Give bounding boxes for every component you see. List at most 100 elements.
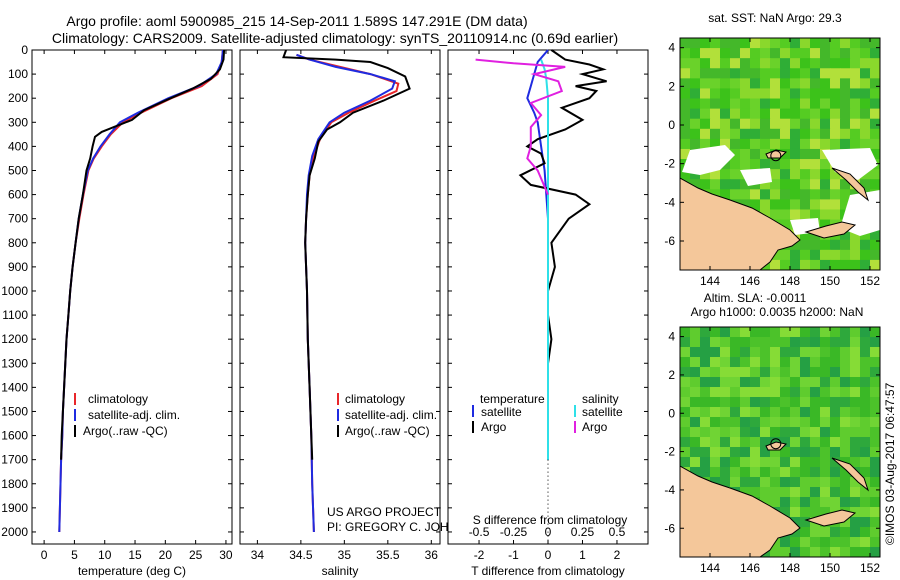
field-cell	[810, 467, 821, 478]
field-cell	[770, 457, 781, 468]
field-cell	[710, 437, 721, 448]
x-tick-label: 25	[189, 548, 203, 562]
field-cell	[790, 377, 801, 388]
field-cell	[870, 427, 880, 438]
field-cell	[810, 457, 821, 468]
field-cell	[840, 427, 851, 438]
field-cell	[720, 437, 731, 448]
field-cell	[720, 427, 731, 438]
field-cell	[700, 377, 711, 388]
field-cell	[870, 229, 880, 241]
field-cell	[800, 437, 811, 448]
field-cell	[840, 537, 851, 548]
field-cell	[700, 437, 711, 448]
field-cell	[820, 128, 831, 140]
field-cell	[850, 547, 861, 557]
field-cell	[700, 397, 711, 408]
field-cell	[860, 437, 871, 448]
x-tick-label: 15	[128, 548, 142, 562]
field-cell	[780, 337, 791, 348]
field-cell	[820, 497, 831, 508]
field-cell	[730, 457, 741, 468]
field-cell	[810, 407, 821, 418]
field-cell	[810, 397, 821, 408]
field-cell	[730, 118, 741, 130]
map-y-tick-label: -2	[664, 445, 675, 459]
field-cell	[790, 58, 801, 69]
field-cell	[770, 487, 781, 498]
field-cell	[770, 159, 781, 170]
field-cell	[800, 487, 811, 498]
field-cell	[840, 88, 851, 100]
field-cell	[780, 138, 791, 150]
field-cell	[680, 347, 691, 358]
cloud-gap	[740, 168, 772, 186]
field-cell	[770, 209, 781, 221]
field-cell	[800, 497, 811, 508]
field-cell	[710, 387, 721, 398]
field-cell	[820, 48, 831, 59]
field-cell	[830, 239, 841, 251]
field-cell	[850, 38, 861, 49]
field-cell	[800, 517, 811, 528]
field-cell	[730, 377, 741, 388]
depth-tick-label: 300	[8, 115, 28, 129]
field-cell	[780, 467, 791, 478]
field-cell	[810, 128, 821, 140]
credit-project: US ARGO PROJECT	[327, 505, 442, 519]
field-cell	[720, 108, 731, 120]
field-cell	[830, 537, 841, 548]
x-tick-label: 34	[251, 548, 265, 562]
field-cell	[870, 507, 880, 518]
field-cell	[740, 148, 751, 160]
field-cell	[770, 249, 781, 261]
legend-label-climatology: climatology	[88, 392, 148, 406]
difference-series	[475, 49, 607, 460]
field-cell	[800, 417, 811, 428]
field-cell	[840, 138, 851, 150]
field-cell	[810, 347, 821, 358]
field-cell	[850, 397, 861, 408]
field-cell	[790, 118, 801, 130]
field-cell	[760, 88, 771, 100]
field-cell	[800, 357, 811, 368]
x-tick-label: 2	[614, 548, 621, 562]
field-cell	[790, 159, 801, 170]
field-cell	[780, 128, 791, 140]
map-y-tick-label: 4	[668, 330, 675, 344]
field-cell	[810, 387, 821, 398]
field-cell	[830, 118, 841, 130]
field-cell	[800, 387, 811, 398]
field-cell	[760, 457, 771, 468]
field-cell	[780, 437, 791, 448]
field-cell	[740, 427, 751, 438]
field-cell	[730, 48, 741, 59]
field-cell	[750, 98, 761, 110]
sla-map-axes: 144 146 148 150 152 -6 -4 -2 0 2 4	[664, 327, 880, 575]
field-cell	[820, 68, 831, 79]
field-cell	[870, 487, 880, 498]
field-cell	[870, 357, 880, 368]
field-cell	[690, 38, 701, 49]
field-cell	[830, 417, 841, 428]
field-cell	[840, 38, 851, 49]
field-cell	[820, 347, 831, 358]
field-cell	[810, 477, 821, 488]
field-cell	[790, 407, 801, 418]
field-cell	[680, 118, 691, 130]
field-cell	[720, 179, 731, 190]
field-cell	[680, 457, 691, 468]
figure-title-line-1: Argo profile: aoml 5900985_215 14-Sep-20…	[66, 13, 527, 29]
field-cell	[770, 357, 781, 368]
map-y-tick-label: 2	[668, 368, 675, 382]
field-cell	[740, 367, 751, 378]
field-cell	[730, 477, 741, 488]
field-cell	[820, 427, 831, 438]
field-cell	[870, 148, 880, 160]
field-cell	[820, 507, 831, 518]
field-cell	[790, 68, 801, 79]
field-cell	[840, 517, 851, 528]
field-cell	[760, 68, 771, 79]
field-cell	[830, 179, 841, 190]
field-cell	[830, 367, 841, 378]
